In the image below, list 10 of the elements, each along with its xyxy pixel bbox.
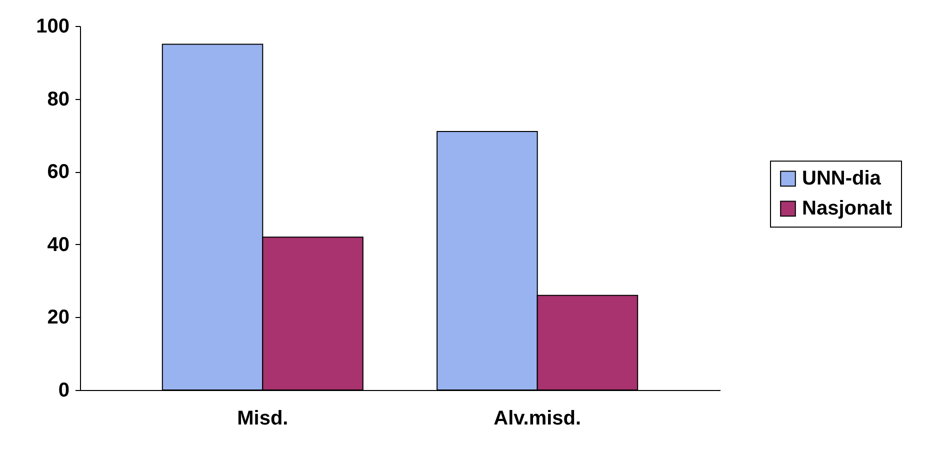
- legend-label: UNN-dia: [802, 168, 882, 190]
- legend-label: Nasjonalt: [802, 198, 892, 220]
- y-tick-label: 60: [47, 161, 70, 184]
- x-tick-label: Alv.misd.: [494, 408, 582, 430]
- y-tick-label: 80: [47, 88, 70, 110]
- y-tick-label: 40: [47, 234, 70, 256]
- y-tick-label: 100: [36, 16, 70, 38]
- x-tick-label: Misd.: [237, 408, 288, 430]
- y-tick-label: 0: [58, 380, 70, 402]
- y-tick-label: 20: [47, 306, 70, 329]
